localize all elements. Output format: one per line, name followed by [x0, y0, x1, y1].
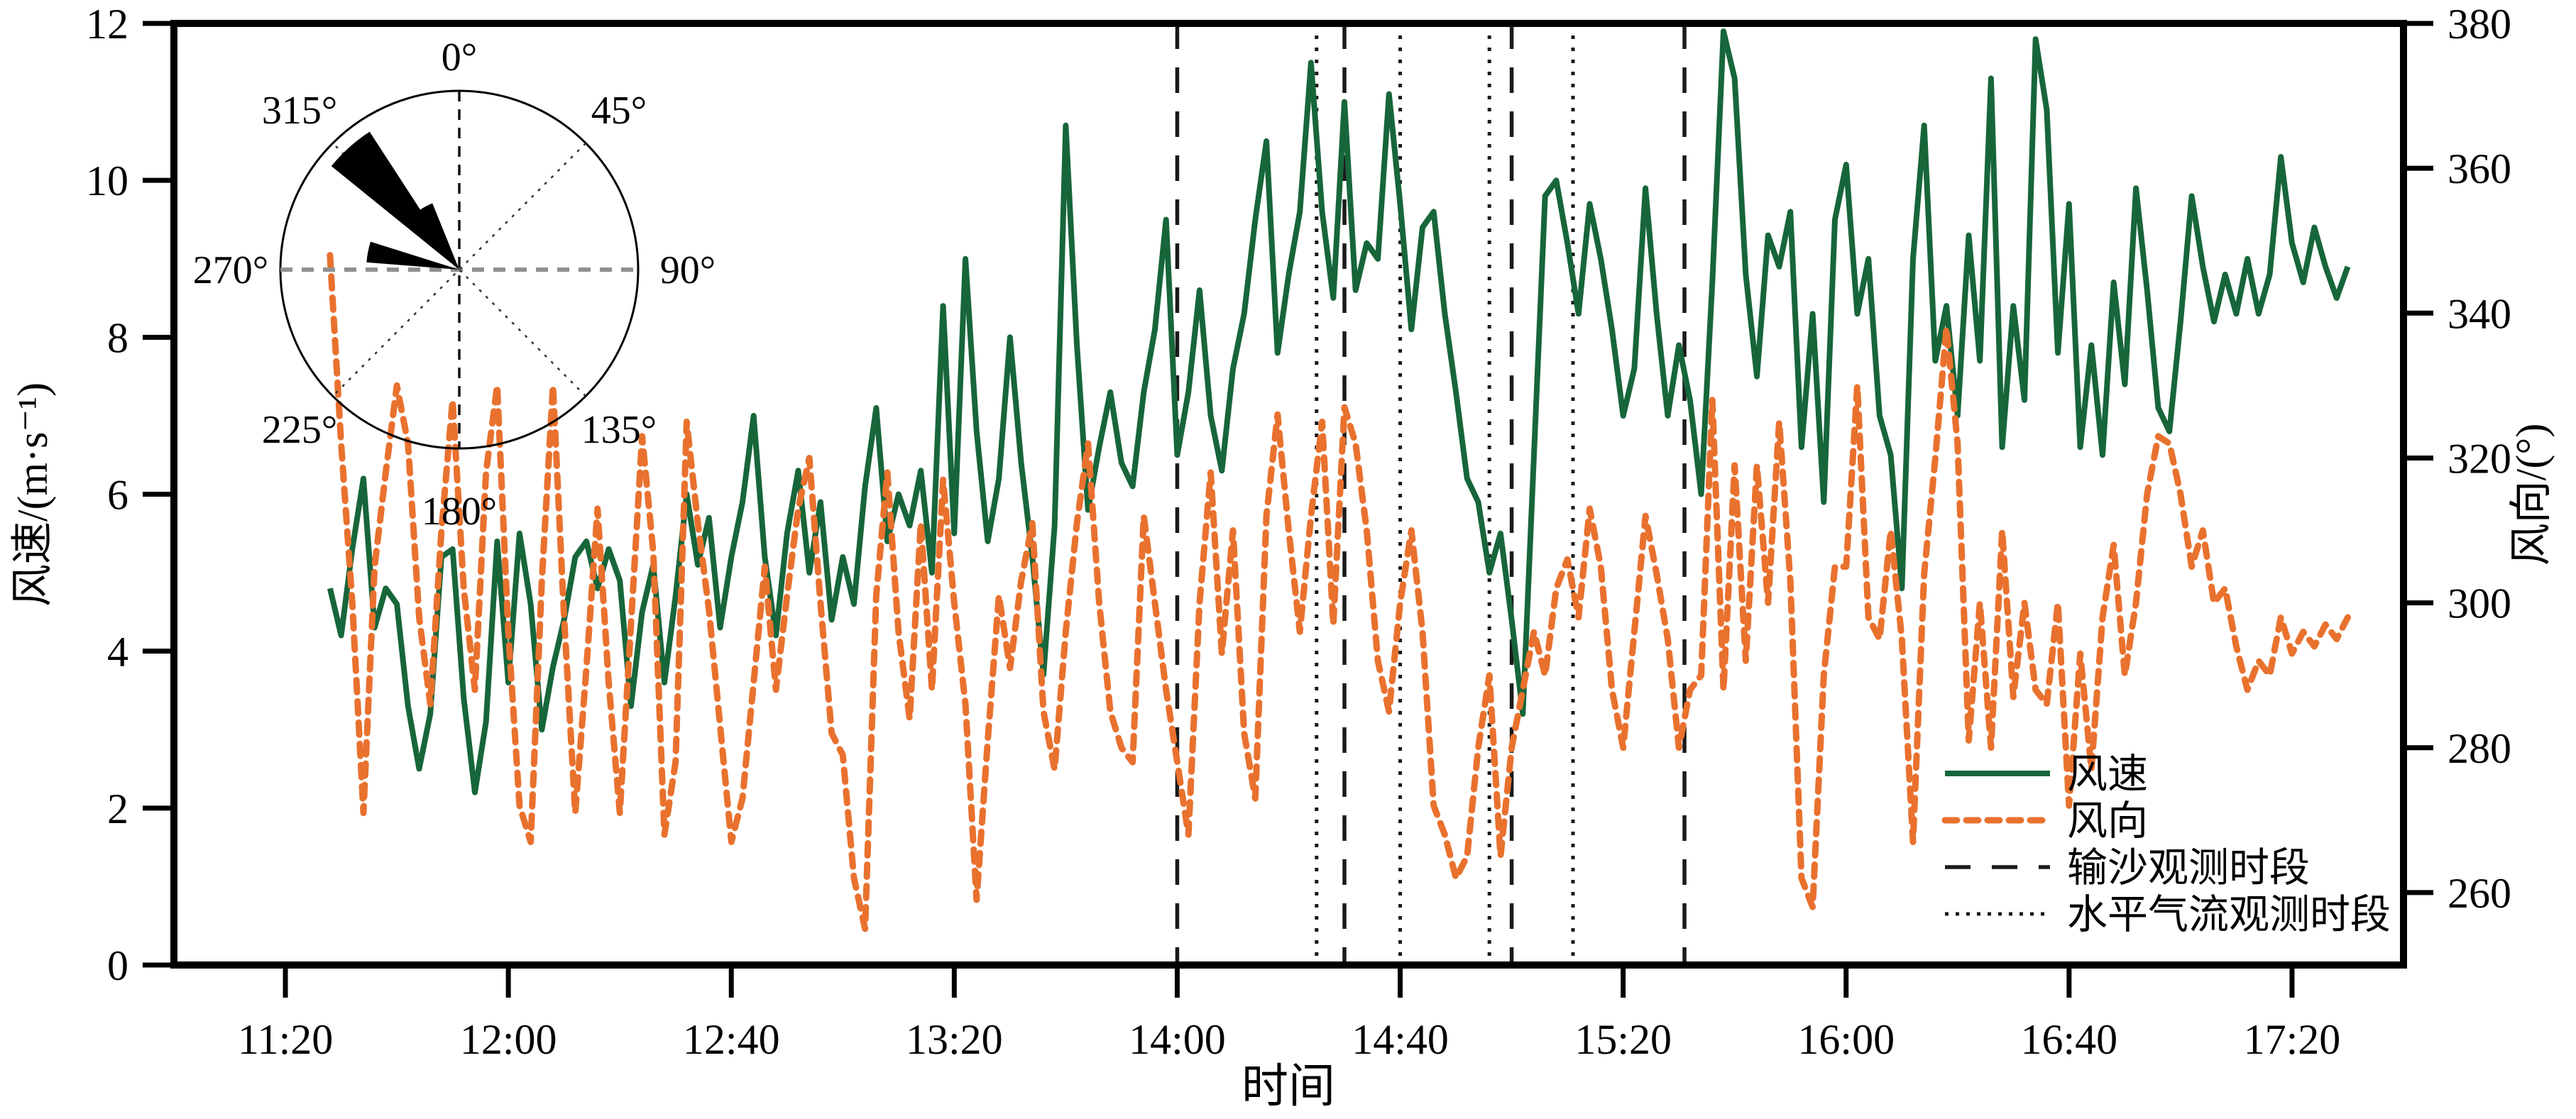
- x-tick-label: 17:20: [2244, 1016, 2341, 1063]
- y-left-tick-label: 2: [107, 785, 128, 832]
- x-tick-label: 16:00: [1797, 1016, 1895, 1063]
- legend-label-4: 水平气流观测时段: [2067, 893, 2391, 937]
- rose-ring-label: 45°: [591, 89, 647, 133]
- x-axis-ticks: 11:20 12:00 12:40 13:20 14:00 14:40 15:20 16:00…: [238, 965, 2340, 1063]
- rose-ring-label: 135°: [581, 408, 657, 452]
- observation-period-markers: [1175, 23, 1687, 965]
- rose-petal: [366, 241, 459, 270]
- y-left-tick-label: 8: [107, 314, 128, 361]
- y-left-tick-label: 6: [107, 472, 128, 519]
- rose-ring-label: 225°: [262, 408, 337, 452]
- legend-label-1: 风速: [2067, 752, 2148, 797]
- rose-ring-label: 0°: [442, 35, 477, 79]
- rose-ring-label: 270°: [193, 248, 268, 292]
- rose-ring-label: 315°: [262, 89, 337, 133]
- y-left-tick-label: 10: [86, 158, 128, 204]
- y-right-tick-label: 280: [2448, 725, 2511, 772]
- y-right-tick-label: 260: [2448, 870, 2511, 917]
- x-tick-label: 12:00: [460, 1016, 557, 1063]
- y-left-tick-label: 12: [86, 1, 128, 48]
- data-series: [327, 28, 2351, 932]
- wind-direction-series: [327, 252, 2351, 932]
- y-right-tick-label: 360: [2448, 145, 2511, 192]
- x-tick-label: 13:20: [906, 1016, 1003, 1063]
- x-tick-label: 14:40: [1352, 1016, 1449, 1063]
- legend-label-2: 风向: [2067, 799, 2148, 844]
- x-tick-label: 14:00: [1129, 1016, 1226, 1063]
- y-right-tick-label: 340: [2448, 290, 2511, 337]
- wind-speed-series: [327, 28, 2351, 795]
- rose-axis-diagonal: [331, 142, 587, 397]
- wind-rose-inset: 0° 45° 90° 135° 180° 225° 270° 315°: [193, 35, 716, 534]
- y-left-tick-label: 4: [107, 629, 128, 676]
- y-right-tick-label: 300: [2448, 580, 2511, 627]
- y-right-tick-label: 320: [2448, 435, 2511, 482]
- rose-ring-label: 180°: [422, 490, 497, 534]
- y-right-tick-label: 380: [2448, 1, 2511, 48]
- x-tick-label: 15:20: [1574, 1016, 1672, 1063]
- rose-petal: [331, 131, 459, 270]
- x-axis-title: 时间: [1242, 1061, 1335, 1113]
- x-tick-label: 12:40: [683, 1016, 780, 1063]
- y-left-axis-title: 风速/(m·s⁻¹): [9, 382, 56, 607]
- legend-label-3: 输沙观测时段: [2067, 846, 2310, 891]
- y-left-tick-label: 0: [107, 942, 128, 989]
- rose-petal: [419, 203, 459, 270]
- x-tick-label: 16:40: [2021, 1016, 2118, 1063]
- y-right-axis-ticks: 260 280 300 320 340 360 380: [2404, 1, 2511, 917]
- x-tick-label: 11:20: [238, 1016, 333, 1063]
- rose-ring-label: 90°: [660, 248, 716, 292]
- y-left-axis-ticks: 0 2 4 6 8 10 12: [86, 1, 174, 989]
- y-right-axis-title: 风向/(°): [2508, 424, 2555, 566]
